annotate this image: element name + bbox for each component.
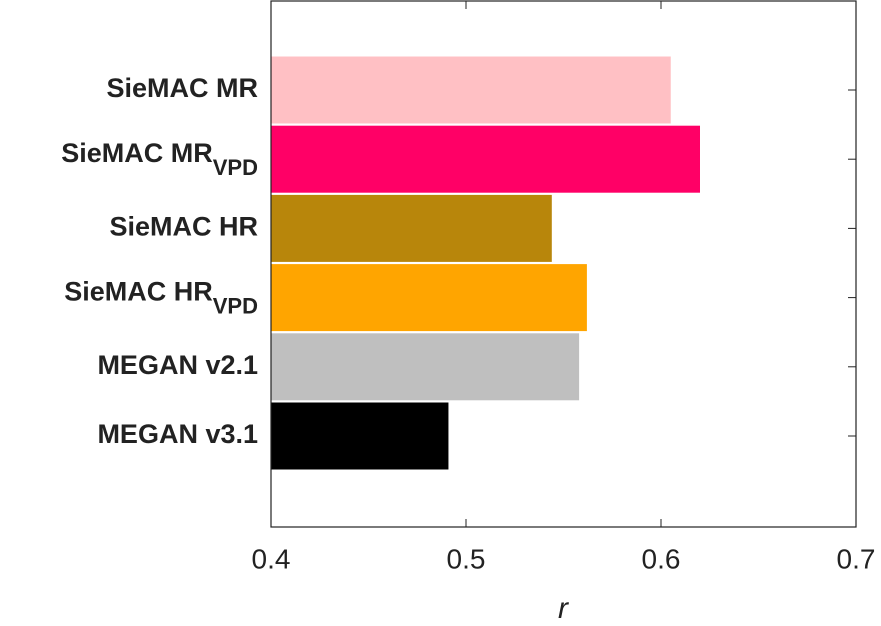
x-tick-label: 0.5 xyxy=(447,543,486,574)
x-tick-label: 0.6 xyxy=(642,543,681,574)
y-tick-label: SieMAC MRVPD xyxy=(61,138,258,180)
y-tick-label: MEGAN v3.1 xyxy=(97,419,258,449)
bar xyxy=(271,333,580,401)
category-subscript: VPD xyxy=(213,155,258,180)
bar xyxy=(271,194,552,262)
x-tick-label: 0.7 xyxy=(837,543,876,574)
y-tick-label: SieMAC MR xyxy=(106,73,258,103)
bar xyxy=(271,56,671,124)
bar xyxy=(271,402,449,470)
x-axis-label: r xyxy=(558,592,569,625)
category-text: SieMAC MR xyxy=(106,73,258,103)
category-text: MEGAN v2.1 xyxy=(97,350,258,380)
bar xyxy=(271,264,587,332)
category-subscript: VPD xyxy=(213,293,258,318)
plot-frame xyxy=(270,0,857,528)
category-text: SieMAC MR xyxy=(61,138,213,168)
x-tick-label: 0.4 xyxy=(252,543,291,574)
category-text: SieMAC HR xyxy=(109,212,258,242)
category-text: SieMAC HR xyxy=(64,277,213,307)
category-text: MEGAN v3.1 xyxy=(97,419,258,449)
bar xyxy=(271,125,700,193)
y-tick-label: SieMAC HR xyxy=(109,212,258,242)
y-tick-label: SieMAC HRVPD xyxy=(64,277,258,319)
y-tick-label: MEGAN v2.1 xyxy=(97,350,258,380)
